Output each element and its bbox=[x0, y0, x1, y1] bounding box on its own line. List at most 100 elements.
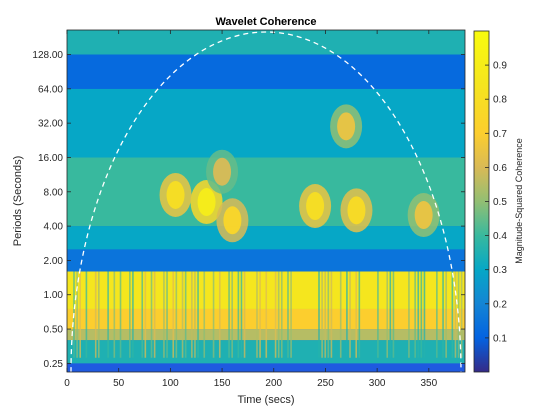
coherence-hotspot-core bbox=[337, 112, 356, 141]
coherence-stripe bbox=[203, 271, 206, 358]
coherence-stripe bbox=[94, 271, 97, 358]
coherence-stripe bbox=[454, 271, 457, 358]
y-tick-label: 128.00 bbox=[32, 50, 63, 61]
y-tick-label: 16.00 bbox=[38, 153, 63, 164]
coherence-stripe bbox=[240, 271, 243, 358]
y-axis-label: Periods (Seconds) bbox=[12, 156, 24, 247]
colorbar-label: Magnitude-Squared Coherence bbox=[514, 138, 524, 264]
coherence-hotspot-core bbox=[197, 188, 216, 217]
colorbar-tick-label: 0.9 bbox=[493, 61, 507, 72]
coherence-stripe bbox=[318, 271, 320, 358]
coherence-stripe bbox=[141, 271, 144, 358]
y-tick-label: 4.00 bbox=[44, 222, 64, 233]
coherence-stripe bbox=[197, 271, 199, 358]
coherence-stripe bbox=[85, 271, 88, 358]
coherence-stripe bbox=[377, 271, 379, 358]
coherence-band bbox=[67, 88, 465, 158]
coherence-stripe bbox=[98, 271, 100, 358]
coherence-band bbox=[67, 54, 465, 89]
y-tick-label: 0.25 bbox=[44, 359, 64, 370]
coherence-stripe bbox=[274, 271, 277, 358]
x-tick-label: 50 bbox=[113, 378, 125, 389]
coherence-stripe bbox=[346, 271, 348, 358]
cone-of-influence bbox=[70, 31, 462, 372]
y-tick-label: 0.50 bbox=[44, 325, 64, 336]
y-tick-label: 64.00 bbox=[38, 84, 63, 95]
coherence-band bbox=[67, 30, 465, 55]
coherence-stripe bbox=[420, 271, 423, 358]
coherence-hotspot-core bbox=[414, 201, 433, 230]
coherence-stripe bbox=[355, 271, 358, 358]
x-tick-label: 0 bbox=[64, 378, 70, 389]
x-tick-label: 300 bbox=[369, 378, 386, 389]
colorbar-tick-label: 0.4 bbox=[493, 231, 507, 242]
coherence-stripe bbox=[163, 271, 165, 358]
coherence-stripe bbox=[330, 271, 333, 358]
coherence-stripe bbox=[265, 271, 268, 358]
x-tick-label: 150 bbox=[214, 378, 231, 389]
coherence-stripe bbox=[445, 271, 447, 358]
coherence-stripe bbox=[442, 271, 444, 358]
coherence-band bbox=[67, 157, 465, 227]
coherence-stripe bbox=[417, 271, 420, 358]
coherence-hotspot-core bbox=[213, 157, 232, 186]
coherence-stripe bbox=[243, 271, 246, 358]
coherence-stripe bbox=[414, 271, 416, 358]
coherence-stripe bbox=[144, 271, 147, 358]
y-tick-label: 8.00 bbox=[44, 187, 64, 198]
y-tick-label: 2.00 bbox=[44, 256, 64, 267]
coherence-stripe bbox=[150, 271, 153, 358]
coherence-band bbox=[67, 249, 465, 272]
coherence-stripe bbox=[358, 271, 361, 358]
colorbar-tick-label: 0.2 bbox=[493, 299, 507, 310]
plot-area bbox=[67, 30, 465, 372]
coherence-stripe bbox=[184, 271, 187, 358]
coherence-stripe bbox=[389, 271, 392, 358]
coherence-stripe bbox=[132, 271, 134, 358]
coherence-stripe bbox=[321, 271, 323, 358]
x-tick-label: 250 bbox=[317, 378, 334, 389]
coherence-stripe bbox=[172, 271, 175, 358]
coherence-stripe bbox=[76, 271, 78, 358]
x-axis-ticks: 0 50 100 150 200 250 300 350 bbox=[64, 30, 438, 389]
coherence-hotspot-core bbox=[347, 196, 366, 225]
coherence-stripe bbox=[107, 271, 109, 358]
coherence-stripe bbox=[181, 271, 184, 358]
coherence-stripe bbox=[327, 271, 330, 358]
coherence-stripe bbox=[339, 271, 342, 358]
coherence-hotspot-core bbox=[306, 192, 325, 221]
coherence-stripe bbox=[129, 271, 131, 358]
chart-title: Wavelet Coherence bbox=[215, 16, 316, 28]
coherence-band bbox=[67, 226, 465, 250]
coherence-stripe bbox=[212, 271, 215, 358]
coherence-hotspot-core bbox=[166, 180, 185, 209]
colorbar-tick-label: 0.1 bbox=[493, 333, 507, 344]
coherence-hotspot-core bbox=[223, 206, 242, 235]
y-tick-label: 32.00 bbox=[38, 119, 63, 130]
coherence-stripe bbox=[259, 271, 261, 358]
coherence-stripes bbox=[73, 271, 463, 358]
coherence-stripe bbox=[324, 271, 327, 358]
coherence-stripe bbox=[79, 271, 82, 358]
y-tick-label: 1.00 bbox=[44, 290, 64, 301]
coherence-stripe bbox=[423, 271, 426, 358]
colorbar-tick-label: 0.6 bbox=[493, 163, 507, 174]
coherence-stripe bbox=[349, 271, 351, 358]
coherence-stripe bbox=[256, 271, 258, 358]
coherence-stripe bbox=[392, 271, 395, 358]
x-tick-label: 200 bbox=[265, 378, 282, 389]
colorbar-ticks: 0.1 0.2 0.3 0.4 0.5 0.6 0.7 0.8 0.9 bbox=[485, 61, 507, 344]
coherence-stripe bbox=[451, 271, 454, 358]
coherence-stripe bbox=[191, 271, 193, 358]
coherence-stripe bbox=[218, 271, 221, 358]
colorbar-tick-label: 0.8 bbox=[493, 95, 507, 106]
coherence-stripe bbox=[166, 271, 168, 358]
colorbar-tick-label: 0.5 bbox=[493, 197, 507, 208]
plot-frame bbox=[66, 29, 466, 373]
coherence-stripe bbox=[231, 271, 233, 358]
coherence-stripe bbox=[237, 271, 240, 358]
coherence-stripe bbox=[119, 271, 122, 358]
coherence-stripe bbox=[113, 271, 116, 358]
x-tick-label: 100 bbox=[162, 378, 179, 389]
